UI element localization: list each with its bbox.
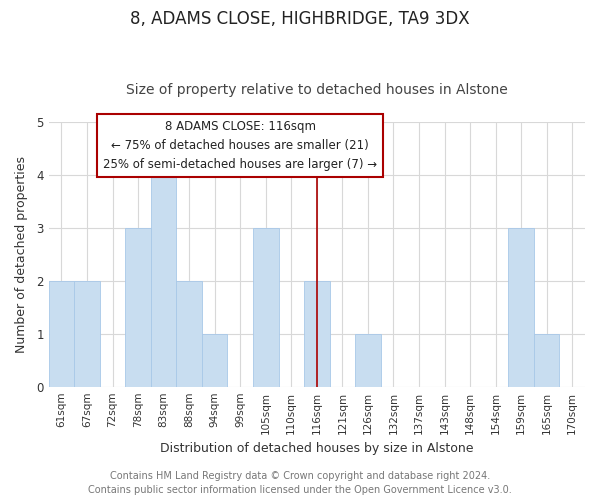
Bar <box>176 280 202 386</box>
Bar <box>49 280 74 386</box>
Bar <box>508 228 534 386</box>
Bar <box>202 334 227 386</box>
Text: Contains HM Land Registry data © Crown copyright and database right 2024.
Contai: Contains HM Land Registry data © Crown c… <box>88 471 512 495</box>
Y-axis label: Number of detached properties: Number of detached properties <box>15 156 28 352</box>
Text: 8 ADAMS CLOSE: 116sqm
← 75% of detached houses are smaller (21)
25% of semi-deta: 8 ADAMS CLOSE: 116sqm ← 75% of detached … <box>103 120 377 171</box>
Bar <box>125 228 151 386</box>
Bar <box>304 280 329 386</box>
Bar <box>355 334 380 386</box>
X-axis label: Distribution of detached houses by size in Alstone: Distribution of detached houses by size … <box>160 442 473 455</box>
Bar <box>253 228 278 386</box>
Bar <box>74 280 100 386</box>
Bar <box>151 175 176 386</box>
Title: Size of property relative to detached houses in Alstone: Size of property relative to detached ho… <box>126 83 508 97</box>
Text: 8, ADAMS CLOSE, HIGHBRIDGE, TA9 3DX: 8, ADAMS CLOSE, HIGHBRIDGE, TA9 3DX <box>130 10 470 28</box>
Bar <box>534 334 559 386</box>
